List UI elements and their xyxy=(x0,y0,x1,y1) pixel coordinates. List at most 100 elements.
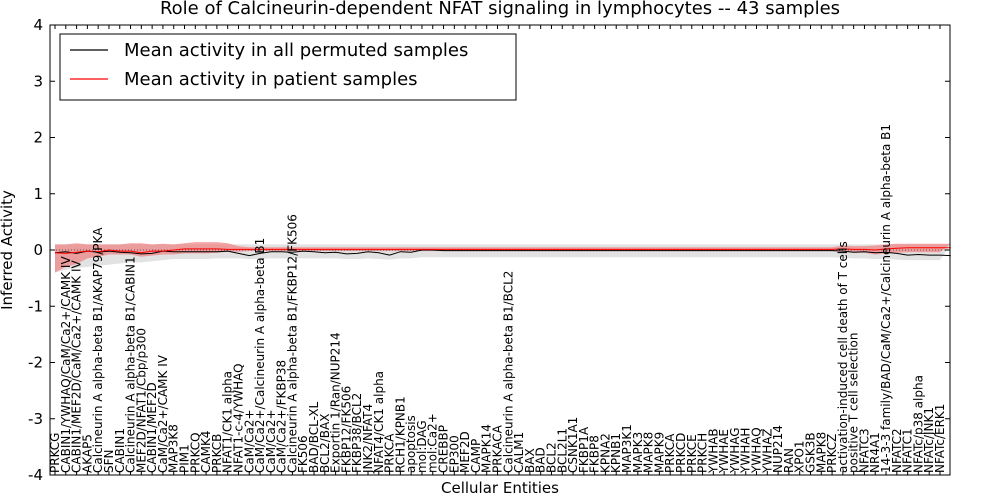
category-label: Exportin 1/Ran/NUP214 xyxy=(329,332,343,473)
category-label: YWHAB xyxy=(706,428,720,474)
legend-label-permuted: Mean activity in all permuted samples xyxy=(124,40,468,61)
category-label: JNK2/NFAT4 xyxy=(361,404,375,474)
category-label: PRKACA xyxy=(491,424,505,473)
category-label: PRKCD xyxy=(674,433,688,473)
category-label: NFATc/JNK1 xyxy=(922,407,936,473)
category-label: KPNA2 xyxy=(598,433,612,473)
chart-title: Role of Calcineurin-dependent NFAT signa… xyxy=(160,0,840,19)
category-label: FKBP1A xyxy=(577,426,591,473)
y-tick-label: 4 xyxy=(33,16,43,34)
category-label: positive T cell selection xyxy=(847,333,861,473)
category-label: BCL2/BAX xyxy=(318,414,332,473)
category-label: PRKCA xyxy=(663,433,677,473)
category-label: CABIN1/MEF2D xyxy=(145,382,159,473)
series-lines xyxy=(54,247,951,257)
category-label: FKBP8 xyxy=(588,435,602,473)
category-label: FK506 xyxy=(296,435,310,473)
category-label: NFATC1 xyxy=(901,428,915,473)
category-label: CAMK4 xyxy=(199,431,213,473)
y-tick-label: -2 xyxy=(28,354,43,372)
category-label: CABIN1/YWHAQ/CaM/Ca2+/CAMK IV xyxy=(59,256,73,473)
category-label: PRKCE xyxy=(685,434,699,473)
category-label: Calcineurin A alpha-beta B1/BCL2 xyxy=(501,271,515,473)
category-label: RCH1/KPNB1 xyxy=(393,396,407,473)
category-label: NFAT4/CK1 alpha xyxy=(372,371,386,473)
category-label: activation-induced cell death of T cells xyxy=(836,241,850,473)
category-label: MEF2D xyxy=(458,431,472,473)
category-label: CABIN1 xyxy=(113,428,127,473)
y-tick-label: 3 xyxy=(33,72,43,90)
category-label: PRKCZ xyxy=(825,434,839,473)
category-label: FKBP12/FK506 xyxy=(339,386,353,473)
category-label: CAMP xyxy=(469,439,483,473)
category-label: CSNK1A1 xyxy=(566,417,580,473)
category-label: AKAP5 xyxy=(80,434,94,473)
category-label: CALM1 xyxy=(512,432,526,473)
category-label: apoptosis xyxy=(404,415,418,473)
category-label: GSK3B xyxy=(804,432,818,473)
category-label: MAPK8 xyxy=(642,432,656,473)
category-label: NUP214 xyxy=(771,425,785,473)
y-tick-label: -4 xyxy=(28,466,43,484)
category-label: SFN xyxy=(102,450,116,474)
category-label: CREBBP xyxy=(437,425,451,473)
category-label: PIM1 xyxy=(178,444,192,473)
category-label: EP300 xyxy=(447,435,461,473)
category-label: NFATc/ERK1 xyxy=(933,404,947,473)
y-tick-label: -3 xyxy=(28,410,43,428)
category-label: BCL2 xyxy=(545,442,559,473)
category-label: CaM/Ca2+ xyxy=(242,409,256,473)
category-label: YWHAG xyxy=(728,427,742,474)
category-label: MAPK14 xyxy=(480,424,494,473)
category-label: PRKCH xyxy=(696,433,710,473)
category-label: NFAT1-c-4/YWHAQ xyxy=(232,363,246,473)
category-label: YWHAZ xyxy=(760,428,774,474)
legend-label-patient: Mean activity in patient samples xyxy=(124,69,418,90)
category-label: CaM/Ca2+/Calcineurin A alpha-beta B1 xyxy=(253,238,267,473)
y-tick-label: 1 xyxy=(33,185,43,203)
category-label: YWHAQ xyxy=(750,427,764,474)
y-axis-ticks: -4 -3 -2 -1 0 1 2 3 4 xyxy=(28,16,950,484)
category-label: MEF2D/NFAT1/Cbp/p300 xyxy=(134,328,148,473)
category-label: 14-3-3 family/BAD/CaM/Ca2+/Calcineurin A… xyxy=(879,124,893,473)
category-label: PRKCG xyxy=(48,433,62,473)
category-label: BAX xyxy=(523,448,537,473)
y-tick-label: -1 xyxy=(28,297,43,315)
category-label: Calcineurin A alpha-beta B1/FKBP12/FK506 xyxy=(285,214,299,473)
series-line-patient xyxy=(54,247,951,254)
category-label: FKBP38/BCL2 xyxy=(350,393,364,473)
category-label: NFATc/p38 alpha xyxy=(911,375,925,473)
category-label: mol:Ca2+ xyxy=(426,413,440,473)
category-label: MAPK8 xyxy=(814,432,828,473)
category-label: RAN xyxy=(782,448,796,473)
category-label: NFATC2 xyxy=(890,428,904,473)
category-label: BAD xyxy=(534,447,548,473)
category-label: mol:DAG xyxy=(415,420,429,473)
category-label: NFAT1/CK1 alpha xyxy=(221,371,235,473)
category-label: CaM/Ca2+/CAMK IV xyxy=(156,354,170,473)
category-label: PRKCB xyxy=(210,434,224,473)
category-label: MAPK9 xyxy=(652,432,666,473)
category-label: NR4A1 xyxy=(868,432,882,473)
category-label: PRKCA xyxy=(383,433,397,473)
category-label: YWHAH xyxy=(739,428,753,474)
y-tick-label: 2 xyxy=(33,129,43,147)
category-label: KPNB1 xyxy=(609,433,623,473)
legend-box xyxy=(59,33,517,101)
series-line-permuted xyxy=(54,249,951,257)
category-label: XPO1 xyxy=(793,440,807,473)
category-label: CaM/Ca2+/FKBP38 xyxy=(275,360,289,473)
category-label: MAP3K8 xyxy=(167,424,181,473)
category-label: Calcineurin A alpha-beta B1/AKAP79/PKA xyxy=(91,227,105,473)
y-axis-label: Inferred Activity xyxy=(0,190,16,310)
x-axis-label: Cellular Entities xyxy=(441,479,559,497)
category-label: CABIN1/MEF2D/CaM/Ca2+/CAMK IV xyxy=(70,259,84,473)
category-label: PRKCQ xyxy=(188,432,202,473)
category-label: MAPK3 xyxy=(631,432,645,473)
category-label: Calcineurin A alpha-beta B1/CABIN1 xyxy=(124,256,138,473)
y-tick-label: 0 xyxy=(33,241,43,259)
category-label: YWHAE xyxy=(717,429,731,474)
category-label: BCL2L1 xyxy=(555,428,569,473)
